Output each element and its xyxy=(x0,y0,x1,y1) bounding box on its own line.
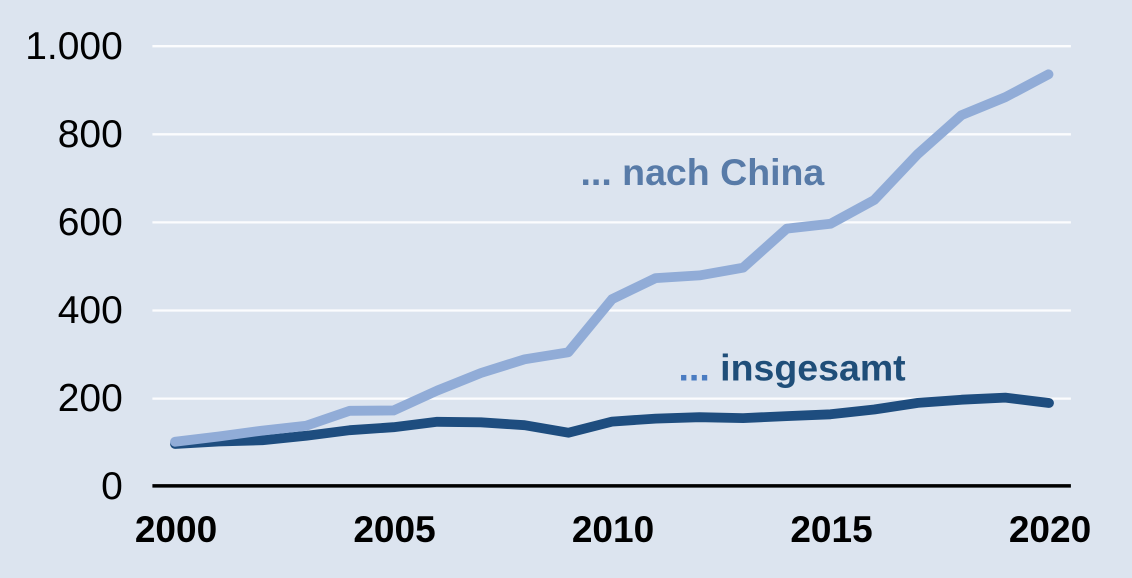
svg-text:2000: 2000 xyxy=(135,509,217,550)
svg-text:600: 600 xyxy=(58,201,123,244)
svg-text:0: 0 xyxy=(101,465,123,508)
svg-text:2010: 2010 xyxy=(572,509,654,550)
svg-text:2020: 2020 xyxy=(1009,509,1091,550)
svg-text:... insgesamt: ... insgesamt xyxy=(679,346,907,388)
svg-text:200: 200 xyxy=(58,377,123,420)
svg-text:2015: 2015 xyxy=(790,509,872,550)
svg-text:2005: 2005 xyxy=(353,509,435,550)
svg-text:800: 800 xyxy=(58,113,123,156)
svg-text:1.000: 1.000 xyxy=(25,25,123,68)
svg-text:... nach China: ... nach China xyxy=(581,151,826,193)
svg-text:400: 400 xyxy=(58,289,123,332)
